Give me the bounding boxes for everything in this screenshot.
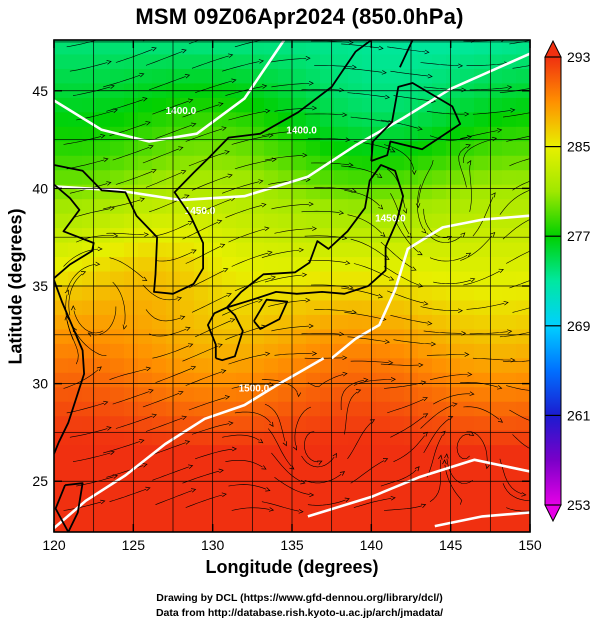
x-tick-label: 130 [201,537,225,553]
x-tick-label: 125 [122,537,146,553]
coastline [253,298,289,330]
colorbar-tick-label: 285 [567,139,591,155]
geopotential-contour [307,458,530,518]
contour-label: 1400.0 [286,126,317,137]
colorbar-min-arrow [544,504,562,523]
colorbar-tick-label: 293 [567,49,591,65]
colorbar-tick-label: 261 [567,407,591,423]
x-tick-label: 120 [42,537,66,553]
coastline [370,82,462,162]
x-tick-label: 140 [360,537,384,553]
colorbar-tick-label: 253 [567,497,591,513]
colorbar-tick-label: 277 [567,228,591,244]
geopotential-contour [54,357,325,530]
geopotential-contour [330,214,530,360]
coastline [54,40,372,295]
contour-label: 1500.0 [239,383,270,394]
x-axis-label: Longitude (degrees) [205,557,379,577]
y-tick-label: 45 [32,83,48,99]
y-tick-label: 40 [32,180,48,196]
x-tick-label: 150 [518,537,542,553]
colorbar-tick-label: 269 [567,318,591,334]
contour-label: 1450.0 [185,206,216,217]
coastline [226,164,405,309]
x-tick-label: 145 [439,537,463,553]
credit-data-source: Data from http://database.rish.kyoto-u.a… [155,607,444,619]
chart-title: MSM 09Z06Apr2024 (850.0hPa) [135,4,464,29]
y-tick-label: 30 [32,376,48,392]
colorbar [544,56,562,506]
credit-dcl: Drawing by DCL (https://www.gfd-dennou.o… [156,592,443,604]
contour-label: 1400.0 [166,106,197,117]
y-tick-label: 25 [32,473,48,489]
x-tick-label: 135 [280,537,304,553]
coastline [399,40,414,68]
geopotential-contour [54,52,530,202]
colorbar-max-arrow [544,39,562,58]
y-axis-label: Latitude (degrees) [5,208,26,365]
contour-label: 1450.0 [375,214,406,225]
coastline [54,482,84,532]
y-tick-label: 35 [32,278,48,294]
